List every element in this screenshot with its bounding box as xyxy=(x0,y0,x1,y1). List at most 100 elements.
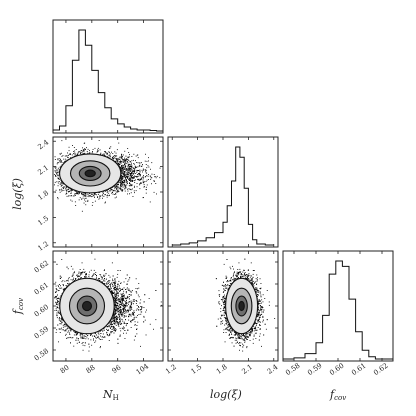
scatter-nh-xi-point xyxy=(124,161,126,163)
scatter-nh-xi-point xyxy=(143,184,145,186)
scatter-nh-xi-point xyxy=(146,179,148,181)
scatter-nh-xi-point xyxy=(135,167,137,168)
scatter-nh-xi-point xyxy=(123,174,125,176)
scatter-nh-xi-point xyxy=(72,189,74,191)
scatter-nh-xi-point xyxy=(134,169,136,171)
scatter-nh-xi-point xyxy=(140,166,142,167)
scatter-nh-xi-point xyxy=(145,186,147,188)
scatter-nh-xi-point xyxy=(153,191,155,193)
scatter-nh-xi-point xyxy=(130,173,131,175)
scatter-nh-xi-point xyxy=(117,162,119,164)
scatter-nh-xi-point xyxy=(117,191,119,193)
scatter-nh-xi-point xyxy=(58,178,60,180)
scatter-nh-xi-point xyxy=(145,153,146,155)
scatter-nh-xi-point xyxy=(82,147,83,149)
scatter-nh-xi-point xyxy=(54,156,56,158)
scatter-nh-xi-point xyxy=(122,173,124,175)
scatter-nh-xi-point xyxy=(134,165,136,167)
scatter-nh-xi-point xyxy=(129,193,130,195)
scatter-nh-xi-point xyxy=(153,174,155,175)
scatter-nh-xi-point xyxy=(130,167,132,169)
scatter-nh-xi-point xyxy=(145,181,147,182)
scatter-nh-xi-point xyxy=(83,195,85,197)
scatter-nh-xi-point xyxy=(134,172,135,174)
scatter-nh-xi-point xyxy=(100,195,101,197)
scatter-nh-xi-point xyxy=(144,186,145,188)
scatter-nh-xi-point xyxy=(63,189,65,191)
scatter-nh-xi-point xyxy=(136,170,138,172)
scatter-nh-xi-point xyxy=(138,173,140,174)
scatter-nh-xi-point xyxy=(86,147,87,149)
scatter-nh-xi-point xyxy=(139,163,141,165)
scatter-nh-xi-point xyxy=(57,197,59,198)
scatter-nh-xi-point xyxy=(109,155,111,157)
scatter-nh-xi-point xyxy=(97,196,98,198)
scatter-nh-xi-point xyxy=(129,172,131,174)
scatter-nh-xi-point xyxy=(91,196,93,198)
scatter-nh-xi-point xyxy=(125,159,127,161)
scatter-nh-xi-point xyxy=(121,155,123,157)
scatter-nh-xi-point xyxy=(133,190,135,192)
scatter-nh-xi-point xyxy=(139,174,141,176)
scatter-nh-xi-point xyxy=(109,156,111,158)
scatter-nh-xi-point xyxy=(62,183,64,185)
scatter-nh-xi-point xyxy=(118,157,120,159)
scatter-nh-xi-point xyxy=(124,180,126,182)
scatter-nh-xi-point xyxy=(69,188,71,190)
scatter-nh-xi-point xyxy=(105,201,106,203)
scatter-nh-xi-point xyxy=(113,157,115,159)
scatter-nh-xi-point xyxy=(119,187,121,189)
scatter-nh-xi-point xyxy=(114,194,116,195)
scatter-nh-xi-point xyxy=(81,193,83,195)
scatter-nh-xi-point xyxy=(112,153,114,154)
scatter-nh-xi-point xyxy=(80,153,81,154)
scatter-nh-xi-point xyxy=(139,170,141,172)
scatter-nh-xi-point xyxy=(117,186,119,188)
scatter-nh-xi-point xyxy=(145,192,147,194)
scatter-nh-xi-point xyxy=(62,162,64,163)
scatter-nh-xi-point xyxy=(56,181,58,183)
scatter-nh-xi-point xyxy=(94,193,95,195)
scatter-nh-xi-point xyxy=(127,161,128,162)
scatter-nh-xi-point xyxy=(70,190,72,192)
scatter-nh-xi-point xyxy=(58,158,60,159)
scatter-nh-xi-point xyxy=(155,183,157,184)
scatter-nh-xi-point xyxy=(64,155,66,157)
scatter-nh-xi-point xyxy=(139,184,141,186)
scatter-nh-xi-point xyxy=(66,193,68,194)
scatter-nh-xi-point xyxy=(54,166,56,168)
scatter-nh-xi-point xyxy=(141,169,143,171)
scatter-nh-xi-point xyxy=(124,179,125,181)
scatter-nh-xi-point xyxy=(130,168,131,170)
scatter-nh-xi-point xyxy=(115,187,117,189)
scatter-nh-xi-point xyxy=(132,169,134,171)
scatter-nh-xi-point xyxy=(120,175,122,177)
scatter-nh-xi-point xyxy=(127,188,128,190)
scatter-nh-xi-point xyxy=(121,157,123,159)
scatter-nh-xi-point xyxy=(80,151,81,153)
scatter-nh-xi-point xyxy=(57,167,59,169)
scatter-nh-xi-point xyxy=(59,189,60,191)
scatter-nh-xi-point xyxy=(114,155,115,157)
scatter-nh-xi-point xyxy=(93,193,95,194)
scatter-nh-xi-point xyxy=(82,151,84,153)
scatter-nh-xi-point xyxy=(70,157,72,158)
scatter-nh-xi-point xyxy=(109,148,111,149)
scatter-nh-xi-point xyxy=(134,182,136,183)
scatter-nh-xi-point xyxy=(126,179,127,180)
scatter-nh-xi-point xyxy=(137,178,139,180)
scatter-nh-xi-point xyxy=(70,154,71,155)
scatter-nh-xi-point xyxy=(126,162,128,164)
scatter-nh-xi-point xyxy=(122,181,124,182)
scatter-nh-xi-point xyxy=(82,150,84,152)
scatter-nh-xi-point xyxy=(119,180,120,182)
scatter-nh-xi-point xyxy=(87,152,89,154)
scatter-nh-xi-point xyxy=(104,154,105,156)
scatter-nh-xi-point xyxy=(124,187,126,189)
scatter-nh-xi-point xyxy=(59,166,61,168)
scatter-nh-xi-point xyxy=(119,187,121,189)
scatter-nh-xi-point xyxy=(118,164,120,166)
scatter-nh-xi-point xyxy=(78,193,80,195)
scatter-nh-xi-point xyxy=(128,164,129,166)
scatter-nh-xi-point xyxy=(104,202,106,204)
